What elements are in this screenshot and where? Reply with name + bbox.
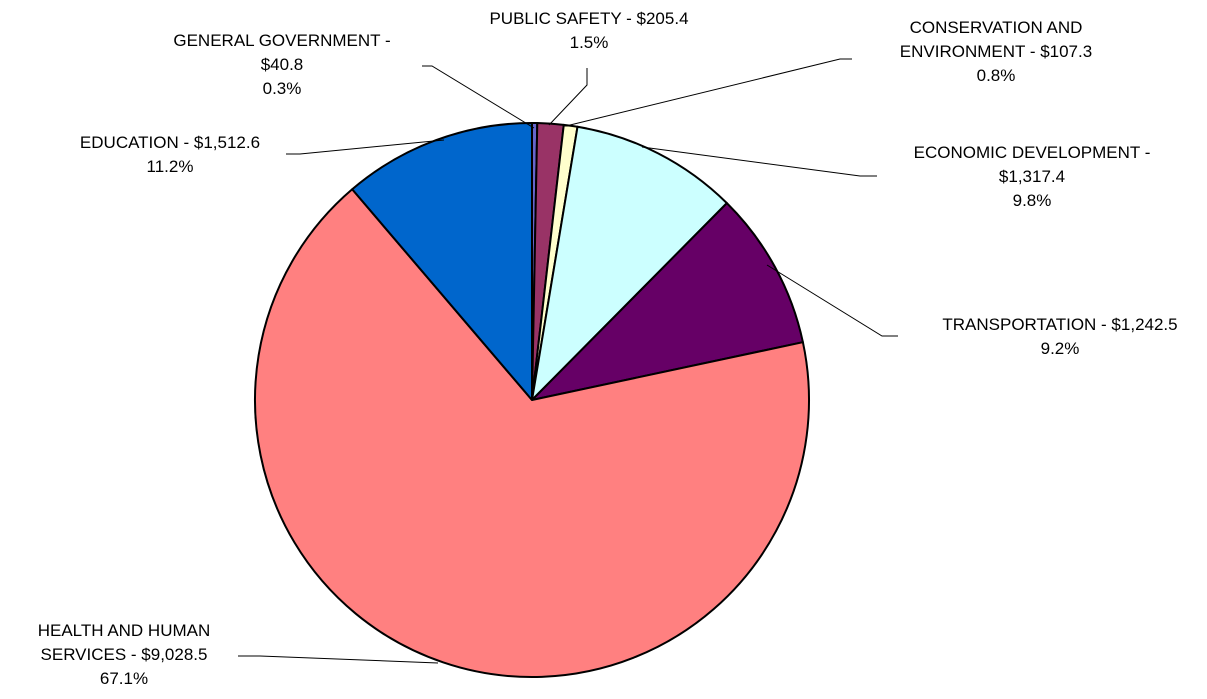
slice-label-line: 0.8% bbox=[977, 66, 1016, 85]
slice-label-public-safety: PUBLIC SAFETY - $205.4 1.5% bbox=[489, 9, 688, 52]
slice-label-transportation: TRANSPORTATION - $1,242.5 9.2% bbox=[942, 315, 1177, 358]
slice-label-line: $1,317.4 bbox=[999, 167, 1065, 186]
pie-slice-education bbox=[351, 122, 533, 401]
pie-slices bbox=[254, 121, 810, 678]
slice-label-education: EDUCATION - $1,512.6 11.2% bbox=[80, 133, 260, 176]
pie-slice-health-and-human-services bbox=[254, 188, 810, 678]
leader-line-transportation bbox=[766, 264, 898, 337]
slice-label-line: $40.8 bbox=[261, 55, 304, 74]
slice-label-conservation-and-environment: CONSERVATION AND ENVIRONMENT - $107.3 0.8% bbox=[900, 18, 1092, 85]
slice-label-line: ECONOMIC DEVELOPMENT - bbox=[914, 143, 1151, 162]
slice-label-line: ENVIRONMENT - $107.3 bbox=[900, 42, 1092, 61]
slice-label-line: 0.3% bbox=[263, 79, 302, 98]
slice-label-health-and-human-services: HEALTH AND HUMAN SERVICES - $9,028.5 67.1% bbox=[38, 621, 211, 688]
leader-lines bbox=[238, 58, 898, 664]
slice-label-line: EDUCATION - $1,512.6 bbox=[80, 133, 260, 152]
leader-line-economic-development bbox=[641, 146, 877, 177]
slice-label-line: 11.2% bbox=[147, 157, 194, 176]
slice-label-line: PUBLIC SAFETY - $205.4 bbox=[489, 9, 688, 28]
leader-line-conservation-and-environment bbox=[565, 58, 852, 127]
slice-label-economic-development: ECONOMIC DEVELOPMENT - $1,317.4 9.8% bbox=[914, 143, 1151, 210]
slice-labels: GENERAL GOVERNMENT - $40.8 0.3% PUBLIC SAFE… bbox=[38, 9, 1178, 688]
slice-label-line: SERVICES - $9,028.5 bbox=[41, 645, 208, 664]
slice-label-line: GENERAL GOVERNMENT - bbox=[173, 31, 390, 50]
leader-line-public-safety bbox=[548, 68, 588, 126]
slice-label-line: TRANSPORTATION - $1,242.5 bbox=[942, 315, 1177, 334]
pie-slice-transportation bbox=[531, 202, 804, 401]
leader-line-education bbox=[286, 139, 445, 155]
leader-line-general-government bbox=[422, 65, 535, 129]
slice-label-line: 67.1% bbox=[100, 669, 148, 688]
pie-slice-economic-development bbox=[531, 125, 728, 401]
slice-label-general-government: GENERAL GOVERNMENT - $40.8 0.3% bbox=[173, 31, 390, 98]
slice-label-line: 1.5% bbox=[570, 33, 609, 52]
leader-line-health-and-human-services bbox=[238, 655, 439, 664]
slice-label-line: 9.2% bbox=[1041, 339, 1080, 358]
slice-label-line: 9.8% bbox=[1013, 191, 1052, 210]
slice-label-line: HEALTH AND HUMAN bbox=[38, 621, 211, 640]
slice-label-line: CONSERVATION AND bbox=[910, 18, 1083, 37]
